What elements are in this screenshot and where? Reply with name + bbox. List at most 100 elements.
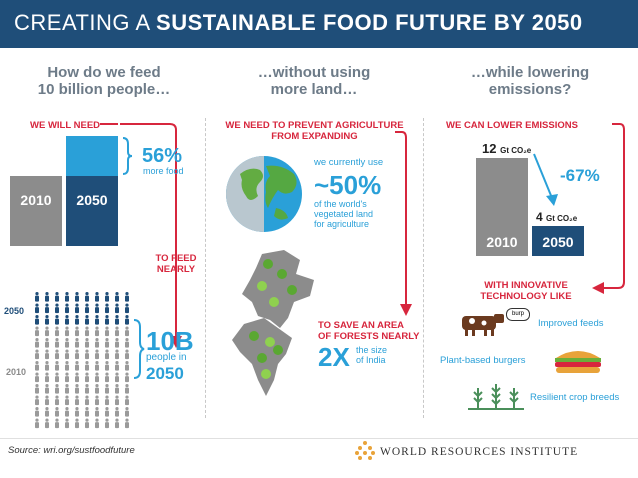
person-icon	[115, 303, 119, 314]
bar-emissions-2050: 2050	[532, 226, 584, 256]
people-2050-label: 2050	[4, 306, 25, 316]
person-icon	[55, 338, 59, 348]
person-icon	[45, 349, 49, 360]
person-icon	[95, 315, 99, 325]
to-feed-label: TO FEED NEARLY	[150, 253, 202, 275]
col3-heading-line1: …while lowering	[470, 64, 590, 81]
india-map-icon	[232, 250, 314, 396]
person-icon	[105, 315, 109, 325]
person-icon	[45, 315, 49, 325]
person-icon	[115, 361, 119, 371]
person-icon	[45, 372, 49, 383]
person-icon	[125, 303, 129, 314]
tech-item-crops: Resilient crop breeds	[530, 392, 620, 403]
col2-section-line1: WE NEED TO PREVENT AGRICULTURE	[225, 120, 404, 131]
burp-bubble: burp	[506, 308, 530, 321]
org-name: WORLD RESOURCES INSTITUTE	[380, 446, 579, 458]
people-icon-grid	[35, 292, 129, 429]
person-icon	[125, 326, 129, 337]
person-icon	[95, 384, 99, 394]
person-icon	[105, 326, 109, 337]
person-icon	[65, 349, 69, 360]
big-number-label: people in	[146, 352, 187, 363]
bar-emissions-2050-label: 2050	[542, 234, 574, 250]
person-icon	[85, 338, 89, 348]
person-icon	[115, 326, 119, 337]
person-icon	[115, 407, 119, 417]
person-icon	[55, 349, 59, 360]
person-icon	[55, 384, 59, 394]
person-icon	[125, 384, 129, 394]
save-forest-line2: OF FORESTS NEARLY	[318, 331, 420, 342]
footer-divider	[0, 438, 638, 439]
person-icon	[45, 395, 49, 406]
person-icon	[85, 384, 89, 394]
person-icon	[85, 372, 89, 383]
col2-section-line2: FROM EXPANDING	[271, 131, 358, 142]
person-icon	[75, 372, 79, 383]
tech-line1: WITH INNOVATIVE	[484, 280, 568, 291]
person-icon	[35, 315, 39, 325]
person-icon	[105, 395, 109, 406]
land-use-desc-line1: of the world's	[314, 199, 367, 209]
person-icon	[125, 395, 129, 406]
person-icon	[115, 292, 119, 302]
wri-logo-icon	[355, 441, 375, 460]
col1-heading-line2: 10 billion people…	[37, 81, 171, 98]
bar-food-2010-label: 2010	[20, 192, 52, 208]
person-icon	[95, 292, 99, 302]
person-icon	[95, 349, 99, 360]
person-icon	[75, 315, 79, 325]
person-icon	[55, 395, 59, 406]
person-icon	[95, 407, 99, 417]
food-increase-label: more food	[143, 166, 184, 176]
person-icon	[125, 372, 129, 383]
person-icon	[125, 361, 129, 371]
cow-icon	[462, 314, 504, 336]
emissions-reduction: -67%	[560, 166, 600, 185]
person-icon	[85, 349, 89, 360]
person-icon	[115, 349, 119, 360]
tech-line2: TECHNOLOGY LIKE	[480, 291, 572, 302]
person-icon	[125, 418, 129, 429]
person-icon	[65, 395, 69, 406]
person-icon	[85, 326, 89, 337]
person-icon	[35, 326, 39, 337]
big-number-year: 2050	[146, 364, 184, 383]
person-icon	[85, 407, 89, 417]
person-icon	[55, 407, 59, 417]
person-icon	[35, 395, 39, 406]
person-icon	[75, 292, 79, 302]
brace-icon	[122, 137, 133, 175]
person-icon	[65, 292, 69, 302]
person-icon	[45, 326, 49, 337]
person-icon	[35, 349, 39, 360]
person-icon	[75, 349, 79, 360]
person-icon	[35, 384, 39, 394]
col1-heading-line1: How do we feed	[47, 64, 161, 81]
emissions-2010-number: 12	[482, 141, 497, 156]
col1-heading: How do we feed 10 billion people…	[4, 64, 204, 98]
bar-food-2050: 2050	[66, 176, 118, 246]
person-icon	[95, 372, 99, 383]
person-icon	[105, 338, 109, 348]
person-icon	[75, 326, 79, 337]
person-icon	[105, 292, 109, 302]
tech-item-feeds: Improved feeds	[538, 318, 604, 329]
bar-food-2050-extra	[66, 136, 118, 176]
person-icon	[95, 418, 99, 429]
bar-emissions-2010: 2010	[476, 158, 528, 256]
person-icon	[105, 361, 109, 371]
person-icon	[75, 303, 79, 314]
person-icon	[35, 418, 39, 429]
forest-multiplier: 2X	[318, 342, 350, 372]
use-label: we currently use	[314, 157, 384, 168]
col2-arrow-graphic	[395, 131, 412, 316]
person-icon	[75, 418, 79, 429]
person-icon	[35, 292, 39, 302]
person-icon	[125, 407, 129, 417]
globe-icon	[226, 156, 302, 232]
col3-arrow-graphic	[592, 123, 625, 294]
bar-food-2010: 2010	[10, 176, 62, 246]
